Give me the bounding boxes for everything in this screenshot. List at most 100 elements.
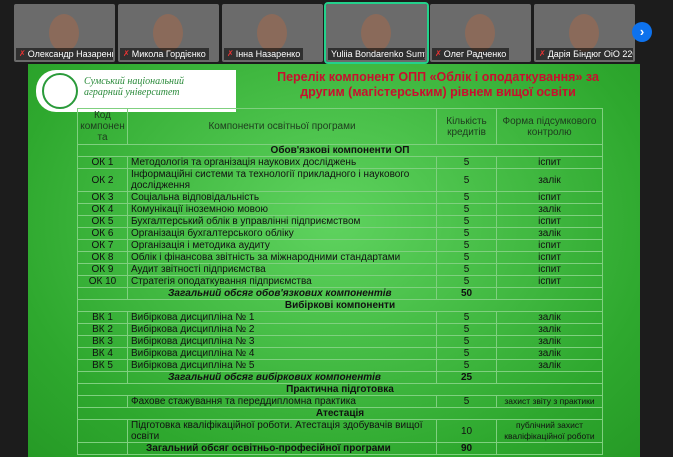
control-form: залік (496, 227, 603, 240)
control-form: залік (496, 311, 603, 324)
component-name: Організація бухгалтерського обліку (127, 227, 437, 240)
credits: 5 (436, 239, 497, 252)
participant-tile[interactable]: Yuliia Bondarenko SumyC... (324, 2, 429, 64)
video-feed (257, 14, 287, 52)
control-form: іспит (496, 215, 603, 228)
credits: 10 (436, 419, 497, 443)
component-code: ОК 1 (77, 156, 128, 169)
university-logo: Сумський національний аграрний університе… (36, 70, 236, 112)
motto: Університет, що виквчає життя! (78, 97, 197, 106)
logo-line1: Сумський національний (84, 76, 184, 87)
video-feed (153, 14, 183, 52)
component-name: Бухгалтерський облік в управлінні підпри… (127, 215, 437, 228)
component-name: Інформаційні системи та технології прикл… (127, 168, 437, 192)
table-row: ОК 4 Комунікації іноземною мовою 5 залік (77, 203, 603, 216)
logo-emblem-icon (42, 73, 78, 109)
component-code: ВК 5 (77, 359, 128, 372)
video-feed (49, 14, 79, 52)
credits: 5 (436, 323, 497, 336)
component-code: ОК 6 (77, 227, 128, 240)
component-name: Вибіркова дисципліна № 3 (127, 335, 437, 348)
component-code: ВК 2 (77, 323, 128, 336)
table-row: ВК 4 Вибіркова дисципліна № 4 5 залік (77, 347, 603, 360)
control-form: іспит (496, 251, 603, 264)
section-title: Атестація (77, 407, 603, 420)
table-row: ОК 9 Аудит звітності підприємства 5 іспит (77, 263, 603, 276)
component-name: Комунікації іноземною мовою (127, 203, 437, 216)
section-row: Практична підготовка (77, 383, 603, 396)
header-code: Код компонен та (77, 108, 128, 145)
credits: 5 (436, 156, 497, 169)
control-form: іспит (496, 239, 603, 252)
credits: 5 (436, 215, 497, 228)
control-form: іспит (496, 275, 603, 288)
video-feed (569, 14, 599, 52)
slide-title: Перелік компонент ОПП «Облік і оподаткув… (277, 70, 599, 99)
total-label: Загальний обсяг вибіркових компонентів (127, 371, 437, 384)
logo-line2: аграрний університет (84, 87, 180, 98)
component-name: Фахове стажування та переддипломна практ… (127, 395, 437, 408)
component-name: Організація і методика аудиту (127, 239, 437, 252)
total-credits: 50 (436, 287, 497, 300)
participant-name: Олександр Назаренко (27, 49, 113, 59)
component-name: Вибіркова дисципліна № 2 (127, 323, 437, 336)
participant-strip: ✗ Олександр Назаренко ✗ Микола Гордієнко ✗ Ін… (14, 2, 635, 64)
participant-tile[interactable]: ✗ Олександр Назаренко (14, 4, 115, 62)
mic-muted-icon: ✗ (435, 49, 442, 58)
component-code: ОК 2 (77, 168, 128, 192)
section-row: Вибіркові компоненти (77, 299, 603, 312)
participant-name: Yuliia Bondarenko SumyC... (331, 49, 425, 59)
table-row: Фахове стажування та переддипломна практ… (77, 395, 603, 408)
control-form: іспит (496, 156, 603, 169)
mic-muted-icon: ✗ (19, 49, 26, 58)
component-code (77, 419, 128, 443)
control-form: захист звіту з практики (496, 395, 603, 408)
credits: 5 (436, 335, 497, 348)
component-code: ОК 8 (77, 251, 128, 264)
component-code: ВК 4 (77, 347, 128, 360)
credits: 5 (436, 227, 497, 240)
table-row: ВК 2 Вибіркова дисципліна № 2 5 залік (77, 323, 603, 336)
mic-muted-icon: ✗ (227, 49, 234, 58)
credits: 5 (436, 275, 497, 288)
table-row: ОК 5 Бухгалтерський облік в управлінні пі… (77, 215, 603, 228)
header-form: Форма підсумкового контролю (496, 108, 603, 145)
chevron-right-icon[interactable]: › (632, 22, 652, 42)
table-row: ОК 7 Організація і методика аудиту 5 іспит (77, 239, 603, 252)
credits: 5 (436, 263, 497, 276)
section-row: Атестація (77, 407, 603, 420)
control-form: залік (496, 335, 603, 348)
table-row: ВК 1 Вибіркова дисципліна № 1 5 залік (77, 311, 603, 324)
control-form: залік (496, 203, 603, 216)
total-row: Загальний обсяг освітньо-професійної про… (77, 442, 603, 455)
component-code: ВК 1 (77, 311, 128, 324)
component-name: Вибіркова дисципліна № 5 (127, 359, 437, 372)
component-name: Методологія та організація наукових досл… (127, 156, 437, 169)
video-feed (465, 14, 495, 52)
participant-tile[interactable]: ✗ Микола Гордієнко (118, 4, 219, 62)
section-title: Вибіркові компоненти (77, 299, 603, 312)
credits: 5 (436, 203, 497, 216)
component-name: Облік і фінансова звітність за міжнародн… (127, 251, 437, 264)
participant-tile[interactable]: ✗ Інна Назаренко (222, 4, 323, 62)
component-code: ОК 10 (77, 275, 128, 288)
component-name: Стратегія оподаткування підприємства (127, 275, 437, 288)
table-row: ВК 5 Вибіркова дисципліна № 5 5 залік (77, 359, 603, 372)
total-label: Загальний обсяг освітньо-професійної про… (127, 442, 437, 455)
control-form: залік (496, 168, 603, 192)
component-code: ОК 4 (77, 203, 128, 216)
control-form: публічний захист кваліфікаційної роботи (496, 419, 603, 443)
table-row: ОК 1 Методологія та організація наукових … (77, 156, 603, 169)
component-code: ОК 5 (77, 215, 128, 228)
total-row: Загальний обсяг обов'язкових компонентів… (77, 287, 603, 300)
participant-name: Інна Назаренко (235, 49, 301, 59)
total-credits: 90 (436, 442, 497, 455)
participant-tile[interactable]: ✗ Дарія Біндюг ОіО 2201 (534, 4, 635, 62)
header-credits: Кількість кредитів (436, 108, 497, 145)
participant-name: Олег Радченко (443, 49, 507, 59)
component-name: Аудит звітності підприємства (127, 263, 437, 276)
credits: 5 (436, 191, 497, 204)
participant-tile[interactable]: ✗ Олег Радченко (430, 4, 531, 62)
total-credits: 25 (436, 371, 497, 384)
credits: 5 (436, 347, 497, 360)
